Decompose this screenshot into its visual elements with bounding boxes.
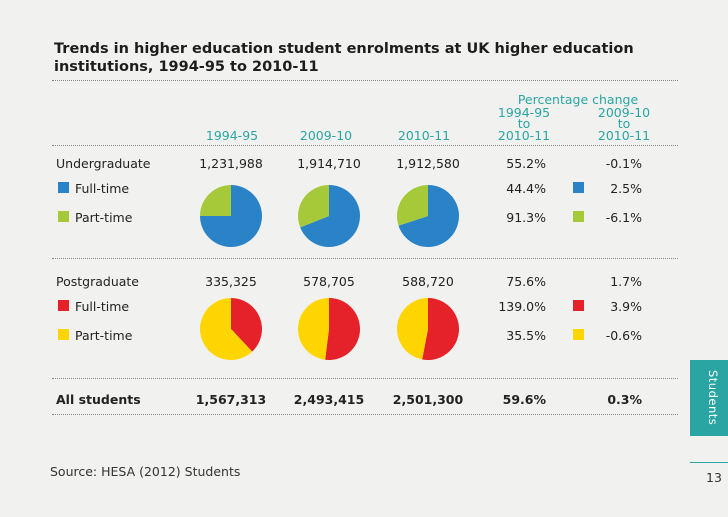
pg-divider — [52, 378, 678, 379]
ug-divider — [52, 258, 678, 259]
pie-slice-full-time — [422, 298, 459, 360]
source-note: Source: HESA (2012) Students — [50, 464, 241, 479]
ug-pc1: 55.2% — [506, 156, 546, 171]
col-header-1994: 1994-95 — [205, 128, 259, 143]
legend-swatch-pg-full-right — [573, 300, 584, 311]
pg-pc2: 1.7% — [610, 274, 642, 289]
ug-2010-value: 1,912,580 — [396, 156, 460, 171]
pg-part-pc1: 35.5% — [506, 328, 546, 343]
pie-pg-2010 — [397, 298, 459, 360]
legend-swatch-ug-part — [58, 211, 69, 222]
ug-part-pc1: 91.3% — [506, 210, 546, 225]
all-2009-value: 2,493,415 — [293, 392, 365, 407]
pie-ug-2009 — [298, 185, 360, 247]
row-label-all-students: All students — [56, 392, 141, 407]
pg-1994-value: 335,325 — [205, 274, 257, 289]
legend-swatch-pg-full — [58, 300, 69, 311]
row-label-ug-full: Full-time — [75, 181, 130, 196]
pg-pc1: 75.6% — [506, 274, 546, 289]
pct-change-header: Percentage change — [517, 92, 639, 107]
all-2010-value: 2,501,300 — [392, 392, 464, 407]
all-1994-value: 1,567,313 — [195, 392, 267, 407]
legend-swatch-ug-full-right — [573, 182, 584, 193]
row-label-postgraduate: Postgraduate — [56, 274, 139, 289]
row-label-pg-part: Part-time — [75, 328, 133, 343]
header-divider — [52, 145, 678, 146]
ug-full-pc1: 44.4% — [506, 181, 546, 196]
pie-slice-full-time — [300, 185, 360, 247]
pc1-top: 1994-95 — [497, 105, 551, 120]
pg-full-pc1: 139.0% — [498, 299, 546, 314]
section-tab — [690, 360, 728, 436]
bottom-divider — [52, 414, 678, 415]
ug-full-pc2: 2.5% — [610, 181, 642, 196]
legend-swatch-ug-part-right — [573, 211, 584, 222]
pie-slice-part-time — [397, 185, 428, 226]
pc2-mid: to — [617, 116, 631, 131]
pc1-mid: to — [517, 116, 531, 131]
pg-full-pc2: 3.9% — [610, 299, 642, 314]
pie-ug-1994 — [200, 185, 262, 247]
ug-2009-value: 1,914,710 — [297, 156, 361, 171]
page-number-divider — [690, 462, 728, 463]
pg-part-pc2: -0.6% — [605, 328, 642, 343]
pie-slice-part-time — [298, 298, 329, 360]
ug-pc2: -0.1% — [605, 156, 642, 171]
chart-title: Trends in higher education student enrol… — [54, 41, 634, 75]
title-divider — [52, 80, 678, 81]
pie-slice-full-time — [398, 185, 459, 247]
legend-swatch-pg-part-right — [573, 329, 584, 340]
pie-pg-2009 — [298, 298, 361, 360]
all-pc2: 0.3% — [607, 392, 642, 407]
row-label-pg-full: Full-time — [75, 299, 130, 314]
pc2-bot: 2010-11 — [597, 128, 651, 143]
ug-1994-value: 1,231,988 — [199, 156, 263, 171]
pc1-bot: 2010-11 — [497, 128, 551, 143]
ug-part-pc2: -6.1% — [605, 210, 642, 225]
pie-slice-part-time — [199, 298, 253, 360]
pc2-top: 2009-10 — [597, 105, 651, 120]
pie-slice-part-time — [298, 185, 329, 228]
all-pc1: 59.6% — [502, 392, 546, 407]
section-tab-label: Students — [706, 370, 720, 426]
legend-swatch-pg-part — [58, 329, 69, 340]
col-header-2009: 2009-10 — [299, 128, 353, 143]
pg-2010-value: 588,720 — [402, 274, 454, 289]
pie-slice-full-time — [325, 298, 361, 360]
page-number: 13 — [706, 470, 722, 485]
pie-slice-part-time — [200, 185, 231, 216]
pg-2009-value: 578,705 — [303, 274, 355, 289]
col-header-2010: 2010-11 — [397, 128, 451, 143]
pie-pg-1994 — [199, 298, 262, 360]
legend-swatch-ug-full — [58, 182, 69, 193]
row-label-undergraduate: Undergraduate — [56, 156, 151, 171]
pie-slice-part-time — [397, 298, 428, 360]
row-label-ug-part: Part-time — [75, 210, 133, 225]
pie-slice-full-time — [231, 298, 262, 352]
pie-ug-2010 — [397, 185, 459, 247]
